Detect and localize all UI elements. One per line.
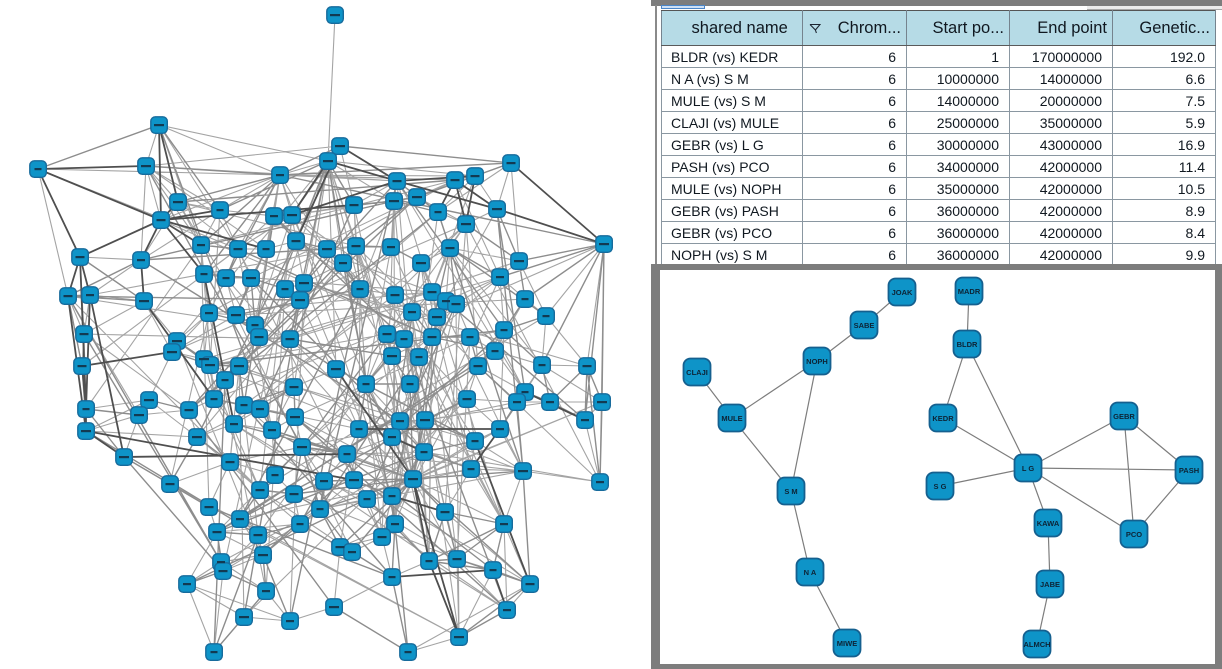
svg-text:MIWE: MIWE — [837, 639, 857, 648]
svg-text:MULE: MULE — [721, 414, 742, 423]
svg-text:JABE: JABE — [1040, 580, 1060, 589]
svg-text:SABE: SABE — [854, 321, 875, 330]
svg-text:BLDR: BLDR — [957, 340, 978, 349]
svg-text:PCO: PCO — [1126, 530, 1142, 539]
svg-text:JOAK: JOAK — [892, 288, 913, 297]
svg-text:MADR: MADR — [958, 287, 981, 296]
svg-text:GEBR: GEBR — [1113, 412, 1135, 421]
svg-text:PASH: PASH — [1179, 466, 1199, 475]
svg-text:KAWA: KAWA — [1037, 519, 1060, 528]
svg-text:S G: S G — [934, 482, 947, 491]
svg-text:N A: N A — [804, 568, 817, 577]
svg-text:S M: S M — [784, 487, 797, 496]
svg-text:CLAJI: CLAJI — [686, 368, 708, 377]
svg-text:KEDR: KEDR — [932, 414, 954, 423]
svg-text:ALMCH: ALMCH — [1023, 640, 1050, 649]
svg-text:NOPH: NOPH — [806, 357, 828, 366]
svg-text:L G: L G — [1022, 464, 1035, 473]
